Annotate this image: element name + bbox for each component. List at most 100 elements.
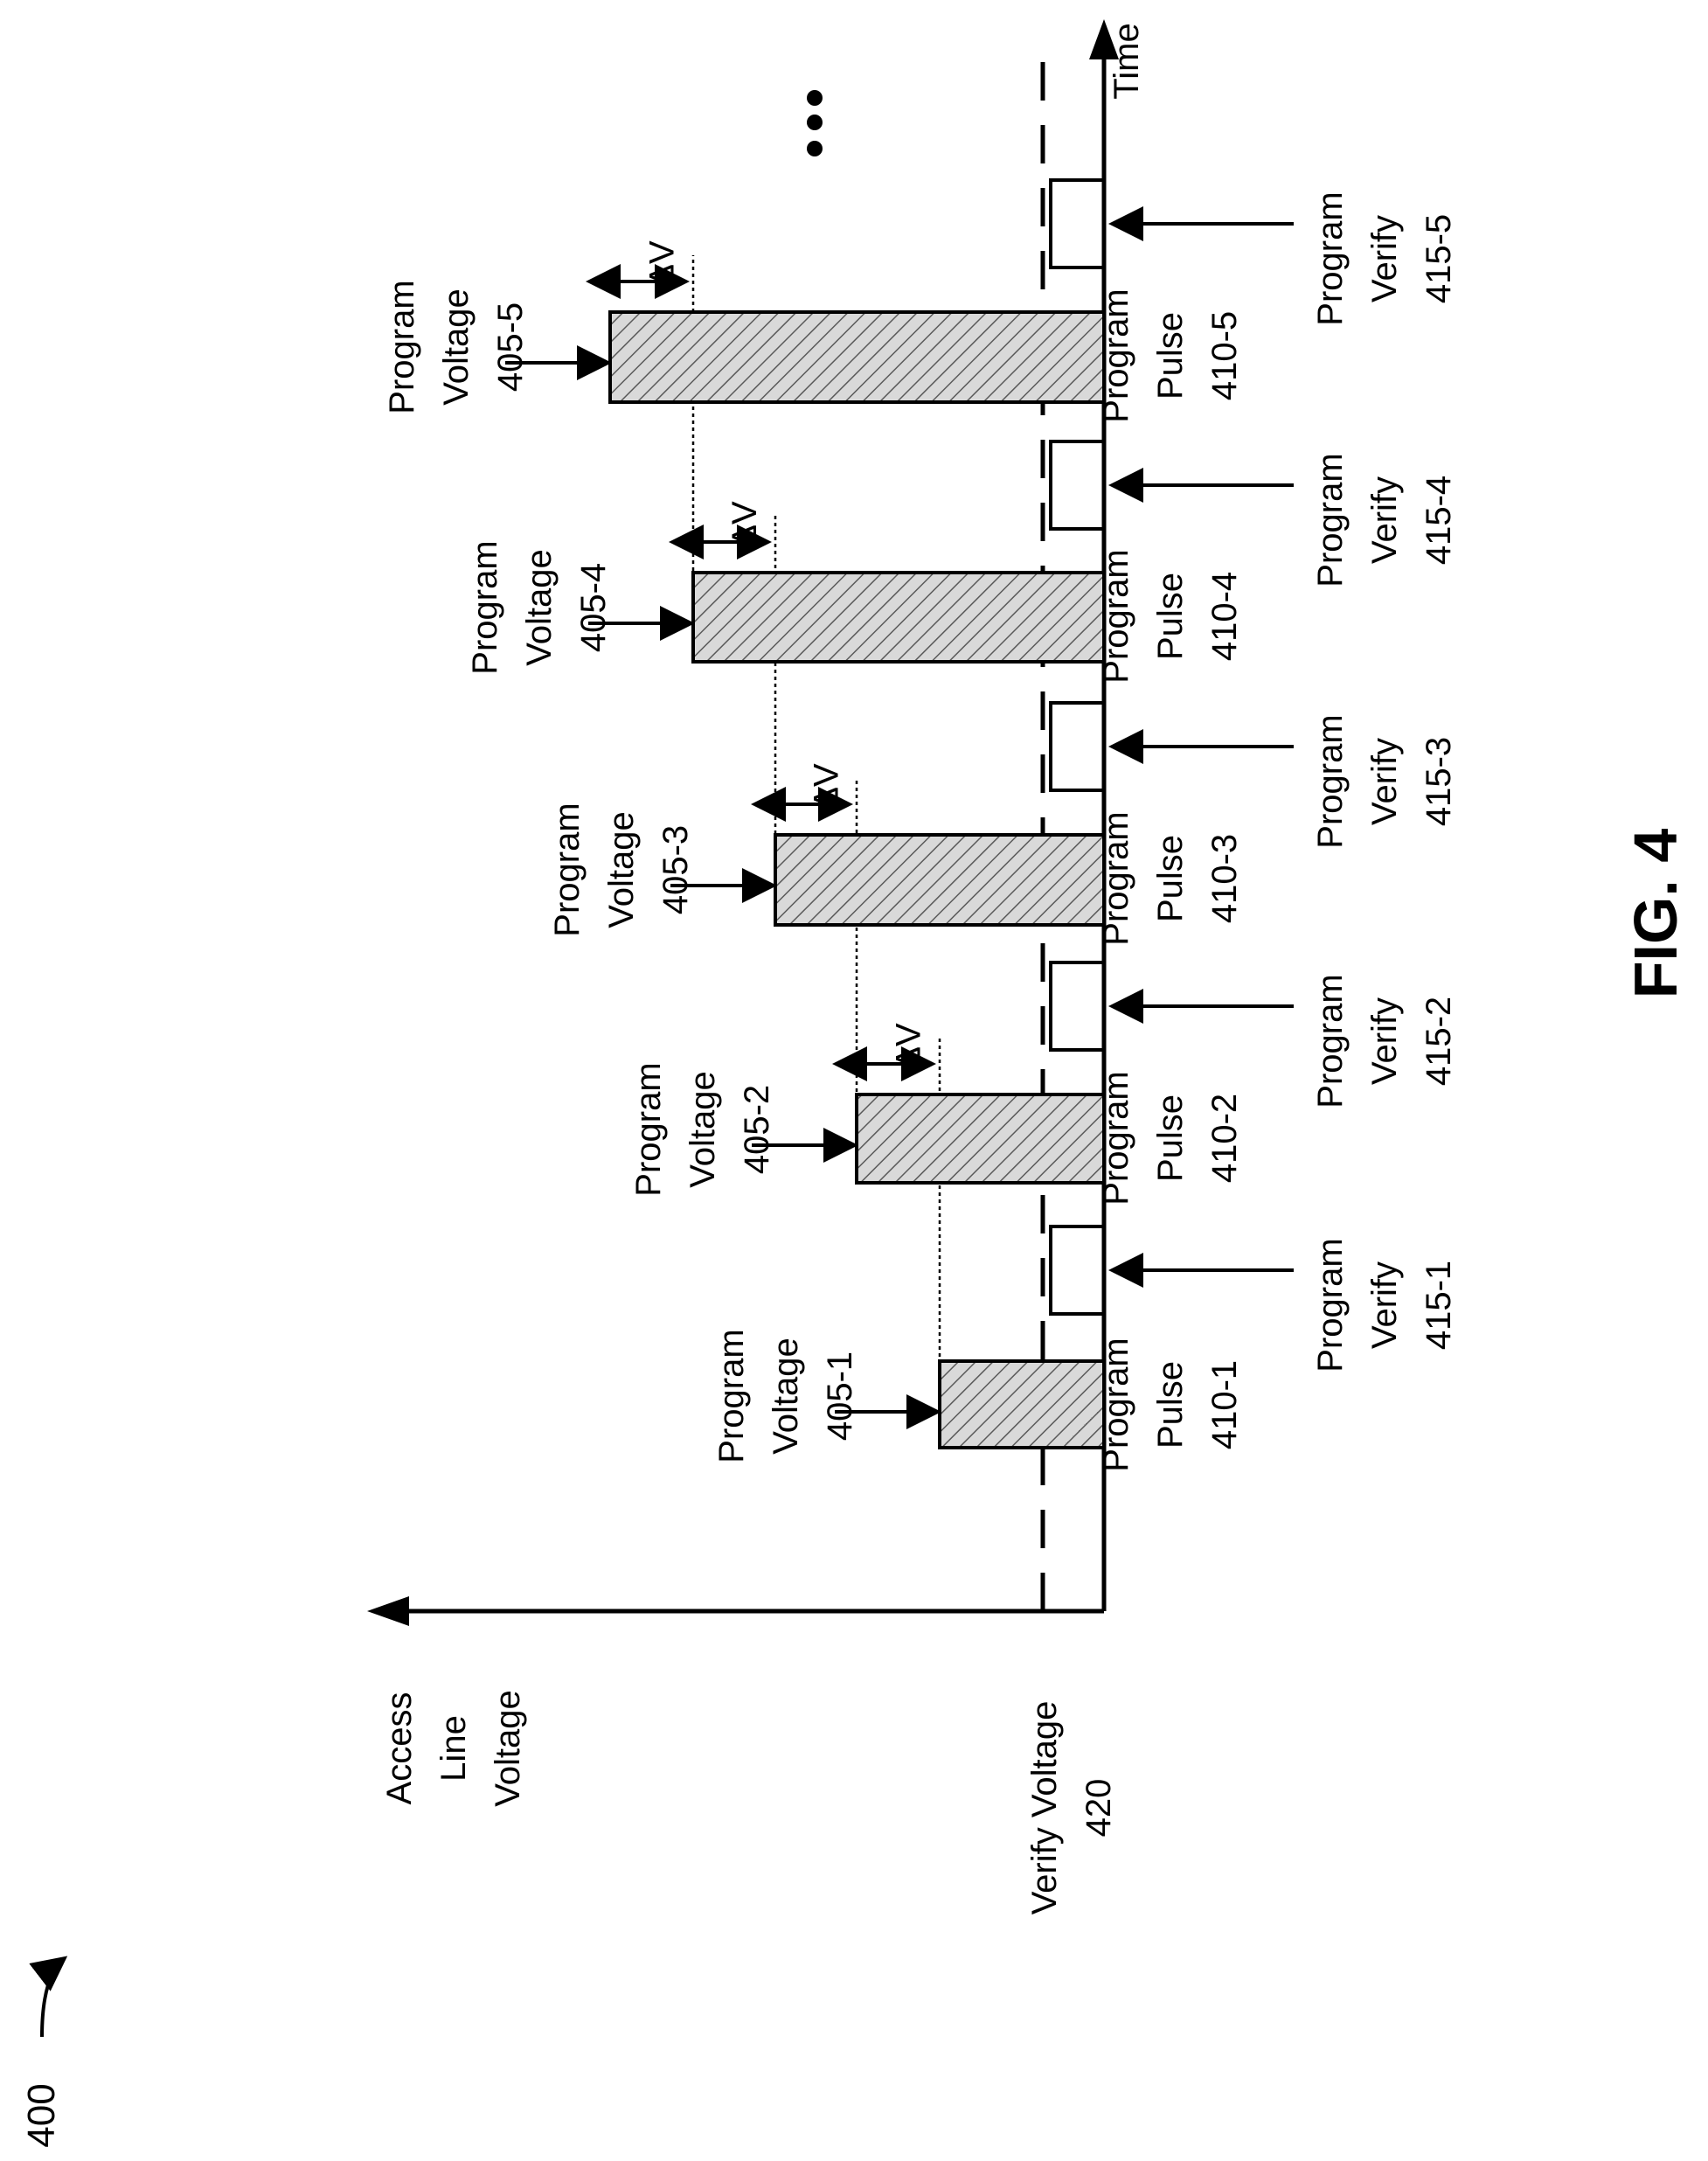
program-voltage-label-line: 405-2: [738, 1085, 776, 1174]
program-verify-label-line: Program: [1311, 453, 1350, 587]
verify-voltage-label-line: Verify Voltage: [1025, 1701, 1064, 1915]
program-pulse-label-line: Pulse: [1151, 573, 1190, 660]
program-pulse-bar: [855, 1093, 1106, 1185]
time-axis-label: Time: [1107, 23, 1146, 99]
program-verify-label-line: Verify: [1365, 476, 1404, 564]
delta-v-label: ΔV: [643, 240, 682, 288]
program-verify-label-line: Verify: [1365, 215, 1404, 302]
program-pulse-label: Program Pulse 410-2: [1097, 1071, 1244, 1205]
program-verify-label: Program Verify 415-5: [1311, 191, 1458, 325]
program-voltage-label-line: Voltage: [602, 811, 641, 928]
program-verify-pulse: [1049, 961, 1104, 1052]
continuation-ellipsis: [807, 90, 823, 156]
program-pulse-label-line: 410-4: [1205, 572, 1244, 661]
voltage-axis-arrowhead: [367, 1596, 409, 1626]
program-pulse-bar: [608, 310, 1106, 404]
program-verify-label: Program Verify 415-3: [1311, 714, 1458, 848]
voltage-axis-label-line: Access: [380, 1692, 419, 1805]
program-voltage-label: Program Voltage 405-2: [629, 1062, 776, 1196]
program-voltage-label-line: Voltage: [437, 288, 476, 405]
program-voltage-label-line: Program: [712, 1329, 751, 1463]
ellipsis-dot: [807, 90, 823, 106]
program-voltage-label-line: Program: [383, 280, 421, 413]
program-verify-pulse: [1049, 440, 1104, 531]
program-voltage-label-line: Program: [466, 540, 504, 674]
program-pulse-label-line: Pulse: [1151, 835, 1190, 922]
program-pulse-label-line: 410-3: [1205, 834, 1244, 923]
program-pulse-label-line: 410-1: [1205, 1360, 1244, 1449]
program-verify-label: Program Verify 415-4: [1311, 453, 1458, 587]
stages: Program Voltage 405-1 Program Pulse 410-1Prog…: [383, 178, 1458, 1472]
program-voltage-label-line: Voltage: [767, 1338, 805, 1454]
program-pulse-label-line: Pulse: [1151, 312, 1190, 400]
program-voltage-label: Program Voltage 405-5: [383, 280, 530, 413]
program-voltage-label-line: 405-1: [821, 1351, 859, 1441]
delta-v-label: ΔV: [808, 763, 846, 810]
program-verify-label-line: 415-1: [1420, 1261, 1458, 1350]
program-verify-label-line: 415-2: [1420, 997, 1458, 1086]
figure-caption: FIG. 4: [1621, 829, 1690, 999]
program-voltage-label-line: 405-3: [656, 825, 695, 914]
program-stage: Program Voltage 405-4 Program Pulse 410-4Prog…: [466, 240, 1458, 684]
program-voltage-label-line: 405-4: [574, 563, 613, 652]
program-pulse-label: Program Pulse 410-4: [1097, 549, 1244, 683]
delta-v-label: ΔV: [890, 1023, 928, 1070]
program-verify-label-line: Program: [1311, 714, 1350, 848]
program-pulse-label: Program Pulse 410-5: [1097, 288, 1244, 422]
program-stage: Program Voltage 405-2 Program Pulse 410-2Prog…: [629, 763, 1458, 1206]
program-pulse-label: Program Pulse 410-1: [1097, 1338, 1244, 1471]
ellipsis-dot: [807, 115, 823, 130]
program-verify-pulse: [1049, 1225, 1104, 1316]
program-verify-pulse: [1049, 701, 1104, 792]
program-pulse-label-line: Program: [1097, 288, 1135, 422]
program-pulse-bar: [691, 571, 1106, 664]
program-pulse-label-line: Pulse: [1151, 1361, 1190, 1449]
program-verify-pulse: [1049, 178, 1104, 269]
figure-reference: 400: [20, 1956, 68, 2148]
program-verify-label-line: Program: [1311, 1238, 1350, 1372]
program-voltage-label: Program Voltage 405-4: [466, 540, 613, 674]
program-verify-label: Program Verify 415-2: [1311, 974, 1458, 1108]
program-pulse-label-line: Program: [1097, 1338, 1135, 1471]
program-verify-label-line: Program: [1311, 191, 1350, 325]
figure-ref-arrow: [29, 1956, 68, 2038]
program-pulse-label-line: 410-2: [1205, 1094, 1244, 1183]
program-pulse-label-line: Program: [1097, 1071, 1135, 1205]
verify-voltage-label-line: 420: [1080, 1779, 1118, 1838]
voltage-axis-label-line: Line: [434, 1715, 473, 1782]
program-verify-label-line: 415-4: [1420, 476, 1458, 565]
program-verify-label-line: 415-5: [1420, 214, 1458, 303]
program-voltage-label-line: 405-5: [491, 302, 530, 392]
program-pulse-label: Program Pulse 410-3: [1097, 811, 1244, 945]
program-verify-label-line: Verify: [1365, 1261, 1404, 1349]
program-voltage-label-line: Voltage: [684, 1071, 722, 1187]
program-verify-label-line: Program: [1311, 974, 1350, 1108]
program-verify-label-line: 415-3: [1420, 737, 1458, 826]
program-voltage-label-line: Voltage: [520, 549, 559, 665]
voltage-axis-label: Access Line Voltage: [380, 1690, 527, 1806]
voltage-axis-label-line: Voltage: [489, 1690, 527, 1806]
time-axis-arrowhead: [1089, 19, 1119, 59]
verify-voltage-label: Verify Voltage 420: [1025, 1701, 1118, 1915]
program-verify-label: Program Verify 415-1: [1311, 1238, 1458, 1372]
verify-voltage-level: Verify Voltage 420: [1025, 51, 1118, 1914]
delta-v-label: ΔV: [726, 501, 764, 548]
program-voltage-label: Program Voltage 405-1: [712, 1329, 859, 1463]
program-voltage-label-line: Program: [548, 803, 587, 936]
program-pulse-label-line: 410-5: [1205, 311, 1244, 400]
program-stage: Program Voltage 405-1 Program Pulse 410-1Prog…: [712, 1023, 1458, 1472]
program-voltage-label-line: Program: [629, 1062, 668, 1196]
program-verify-label-line: Verify: [1365, 997, 1404, 1085]
figure-ref-number: 400: [20, 2083, 63, 2147]
program-stage: Program Voltage 405-5 Program Pulse 410-5Prog…: [383, 178, 1458, 423]
program-verify-label-line: Verify: [1365, 738, 1404, 825]
program-voltage-label: Program Voltage 405-3: [548, 803, 695, 936]
program-pulse-bar: [774, 833, 1106, 927]
ellipsis-dot: [807, 141, 823, 156]
program-stage: Program Voltage 405-3 Program Pulse 410-3Prog…: [548, 501, 1458, 946]
program-pulse-label-line: Pulse: [1151, 1094, 1190, 1182]
program-pulse-bar: [938, 1359, 1106, 1449]
program-pulse-label-line: Program: [1097, 549, 1135, 683]
program-pulse-label-line: Program: [1097, 811, 1135, 945]
